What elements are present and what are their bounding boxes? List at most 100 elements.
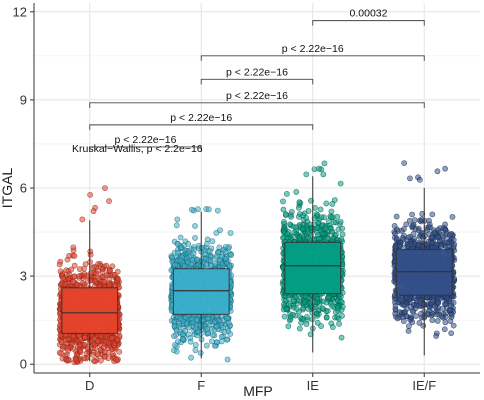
data-point xyxy=(205,206,212,213)
data-point xyxy=(109,351,116,357)
data-point xyxy=(316,235,322,242)
data-point xyxy=(106,198,112,204)
data-point xyxy=(71,252,78,259)
data-point xyxy=(58,339,65,345)
data-point xyxy=(82,261,89,268)
data-point xyxy=(218,338,225,345)
data-point xyxy=(413,302,420,309)
data-point xyxy=(192,347,199,354)
data-point xyxy=(335,226,342,233)
data-point xyxy=(281,313,288,320)
data-point xyxy=(311,215,318,221)
data-point xyxy=(103,262,110,269)
comparison-p-value: 0.00032 xyxy=(350,8,388,20)
data-point xyxy=(316,165,322,172)
data-point xyxy=(328,208,335,215)
data-point xyxy=(77,349,84,356)
data-point xyxy=(105,355,112,362)
data-point xyxy=(322,225,329,232)
data-point xyxy=(448,311,455,318)
data-point xyxy=(434,318,441,324)
x-tick-label: IE/F xyxy=(412,378,436,393)
data-point xyxy=(75,273,82,280)
data-point xyxy=(197,350,204,356)
data-point xyxy=(292,294,299,301)
x-tick-label: IE xyxy=(307,378,320,393)
data-point xyxy=(393,213,400,220)
data-point xyxy=(111,271,118,278)
data-point xyxy=(99,268,106,275)
data-point xyxy=(205,315,212,322)
data-point xyxy=(300,212,306,219)
annotation-layer: 0.00032 p < 2.22e−16 p < 2.22e−16 p < 2.22e… xyxy=(89,8,425,152)
data-point xyxy=(398,297,404,303)
data-point xyxy=(224,336,230,343)
box-iqr xyxy=(284,241,342,295)
box-iqr xyxy=(395,249,453,296)
data-point xyxy=(335,315,342,322)
data-point xyxy=(334,213,341,220)
data-point xyxy=(321,160,328,167)
y-tick-label: 9 xyxy=(20,92,27,107)
data-point xyxy=(177,234,184,241)
data-point xyxy=(332,231,339,238)
data-point xyxy=(102,185,108,192)
data-point xyxy=(434,168,441,175)
data-point xyxy=(172,342,178,348)
data-point xyxy=(79,216,86,223)
data-point xyxy=(213,323,220,330)
data-point xyxy=(424,227,431,233)
data-point xyxy=(81,355,87,361)
data-point xyxy=(68,266,75,273)
comparison-bracket: p < 2.22e−16 xyxy=(89,90,425,108)
data-point xyxy=(115,275,121,282)
data-point xyxy=(218,253,225,260)
data-point xyxy=(94,338,101,345)
data-point xyxy=(306,300,313,306)
data-point xyxy=(81,270,88,277)
data-point xyxy=(315,219,322,226)
data-point xyxy=(324,235,331,242)
data-point xyxy=(173,348,180,355)
data-point xyxy=(324,308,331,314)
data-point xyxy=(442,319,449,326)
data-point xyxy=(407,303,414,310)
data-point xyxy=(66,252,73,259)
data-point xyxy=(188,354,194,361)
data-point xyxy=(87,191,94,198)
kruskal-wallis-label: Kruskal−Wallis, p < 2.2e−16 xyxy=(72,143,203,155)
data-point xyxy=(392,302,399,309)
data-point xyxy=(405,328,412,334)
data-point xyxy=(207,257,214,264)
data-point xyxy=(323,200,330,207)
data-point xyxy=(213,230,220,236)
data-point xyxy=(174,241,181,247)
data-point xyxy=(65,347,72,354)
data-point xyxy=(425,238,432,245)
data-point xyxy=(214,207,221,214)
data-point xyxy=(182,327,189,334)
data-point xyxy=(426,217,432,224)
data-point xyxy=(193,316,200,323)
data-point xyxy=(448,330,455,337)
data-point xyxy=(329,303,336,310)
data-point xyxy=(411,235,417,242)
data-point xyxy=(434,299,441,306)
data-point xyxy=(450,322,457,329)
data-point xyxy=(438,313,445,320)
data-point xyxy=(283,191,290,197)
y-axis-title: ITGAL xyxy=(0,168,15,209)
data-point xyxy=(308,197,314,204)
data-point xyxy=(187,338,194,345)
data-point xyxy=(397,243,403,249)
data-point xyxy=(429,211,436,218)
data-point xyxy=(192,223,198,229)
data-point xyxy=(311,304,318,311)
data-point xyxy=(81,341,88,348)
comparison-bracket: 0.00032 xyxy=(312,8,425,26)
data-point xyxy=(226,244,233,250)
data-point xyxy=(299,232,305,238)
data-point xyxy=(203,342,210,349)
data-point xyxy=(303,321,310,327)
